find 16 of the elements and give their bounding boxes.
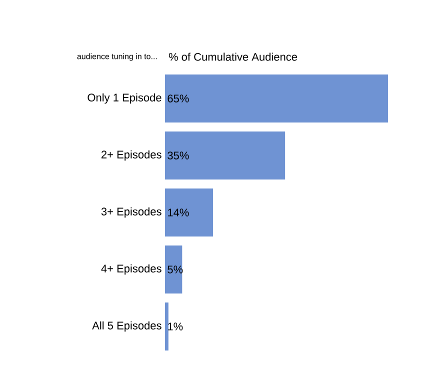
y-tick-label: 3+ Episodes xyxy=(101,207,162,218)
y-tick-label: Only 1 Episode xyxy=(88,93,162,104)
data-label: 35% xyxy=(168,152,189,160)
data-label: 14% xyxy=(168,208,189,216)
y-tick-label: 2+ Episodes xyxy=(101,150,162,161)
bar xyxy=(165,74,388,123)
chart-title: % of Cumulative Audience xyxy=(168,52,298,61)
y-tick-label: 4+ Episodes xyxy=(101,264,162,275)
bar xyxy=(165,132,286,180)
y-axis-title: audience tuning in to... xyxy=(77,53,157,61)
data-label: 1% xyxy=(168,322,183,330)
bar xyxy=(165,246,182,294)
bar xyxy=(165,188,214,237)
y-tick-label: All 5 Episodes xyxy=(92,321,162,332)
bar xyxy=(165,302,168,351)
data-label: 65% xyxy=(168,94,189,102)
